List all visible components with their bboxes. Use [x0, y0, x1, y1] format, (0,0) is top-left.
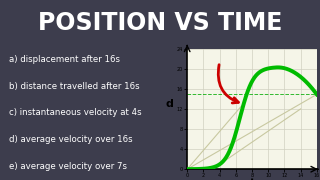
Text: a) displacement after 16s: a) displacement after 16s [9, 55, 120, 64]
Text: e) average velocity over 7s: e) average velocity over 7s [9, 162, 127, 171]
Text: c) instantaneous velocity at 4s: c) instantaneous velocity at 4s [9, 108, 142, 118]
Y-axis label: d: d [166, 99, 174, 109]
X-axis label: t: t [249, 178, 255, 180]
Text: b) distance travelled after 16s: b) distance travelled after 16s [9, 82, 140, 91]
Text: d) average velocity over 16s: d) average velocity over 16s [9, 135, 133, 144]
Text: POSITION VS TIME: POSITION VS TIME [38, 11, 282, 35]
